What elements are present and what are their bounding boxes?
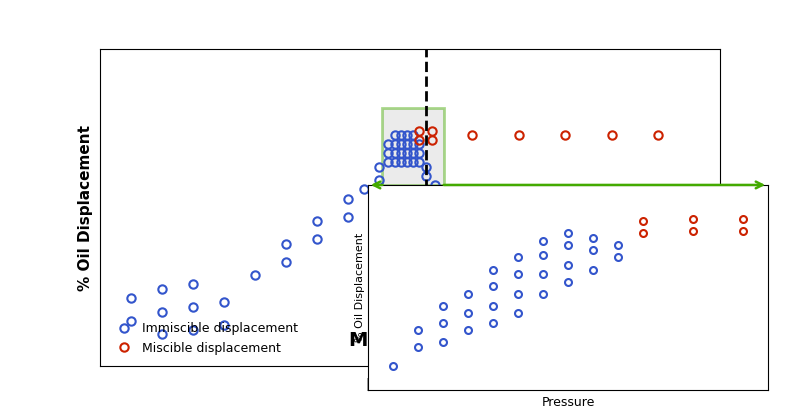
Y-axis label: % Oil Displacement: % Oil Displacement <box>78 125 93 291</box>
X-axis label: Pressure: Pressure <box>366 377 454 395</box>
Legend: Immiscible displacement, Miscible displacement: Immiscible displacement, Miscible displa… <box>106 317 303 360</box>
X-axis label: Pressure: Pressure <box>542 396 594 409</box>
Bar <box>382 108 444 185</box>
Text: MMP: MMP <box>348 331 401 350</box>
Y-axis label: % Oil Displacement: % Oil Displacement <box>355 233 366 342</box>
